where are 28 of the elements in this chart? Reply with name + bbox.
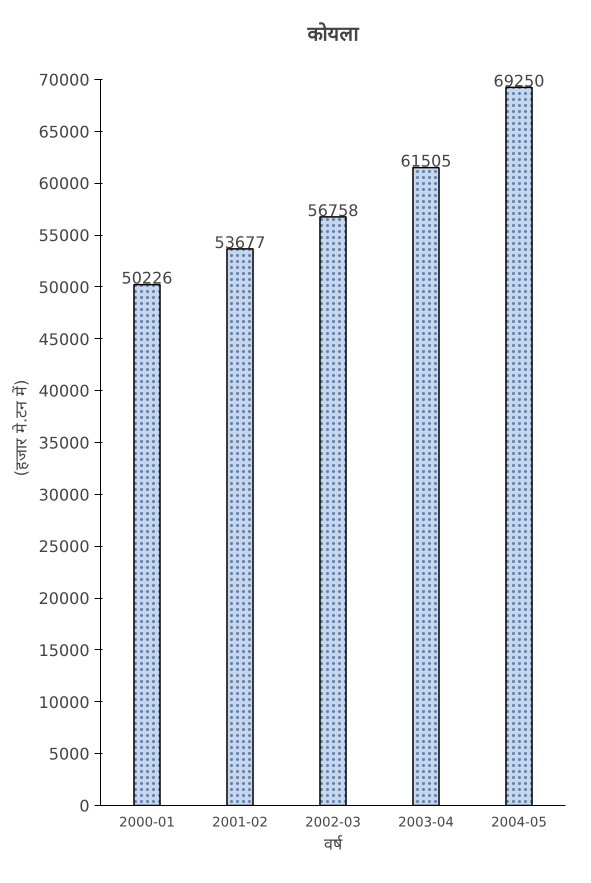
y-tick-label: 20000 — [38, 589, 90, 608]
y-tick-label: 45000 — [38, 330, 90, 349]
y-tick-label: 70000 — [38, 70, 90, 90]
x-tick-label: 2002-03 — [305, 816, 361, 830]
y-tick-label: 0 — [79, 796, 90, 816]
y-tick-label: 15000 — [38, 640, 90, 660]
x-tick-label: 2000-01 — [119, 816, 175, 830]
data-label: 53677 — [214, 232, 266, 252]
y-tick-label: 30000 — [38, 485, 90, 504]
data-label: 69250 — [494, 71, 544, 90]
y-tick-label: 65000 — [38, 122, 90, 142]
y-tick-label: 10000 — [38, 692, 90, 712]
x-tick-label: 2004-05 — [491, 816, 547, 830]
x-tick-label: 2003-04 — [398, 816, 454, 830]
y-tick-label: 55000 — [38, 226, 90, 246]
data-label: 61505 — [400, 152, 452, 171]
data-label: 56758 — [308, 200, 358, 220]
y-tick-label: 5000 — [48, 744, 90, 764]
y-tick-label: 35000 — [38, 434, 90, 453]
x-tick-label: 2001-02 — [212, 816, 268, 830]
y-tick-label: 40000 — [38, 382, 90, 401]
data-label: 50226 — [122, 268, 172, 288]
y-tick-label: 60000 — [38, 174, 90, 194]
y-tick-label: 50000 — [38, 278, 90, 297]
y-tick-label: 25000 — [38, 537, 90, 556]
x-axis-title: वर्ष — [324, 834, 343, 854]
chart-title: कोयला — [306, 22, 360, 46]
y-axis-title: (हजार मे.टन में) — [12, 380, 31, 476]
